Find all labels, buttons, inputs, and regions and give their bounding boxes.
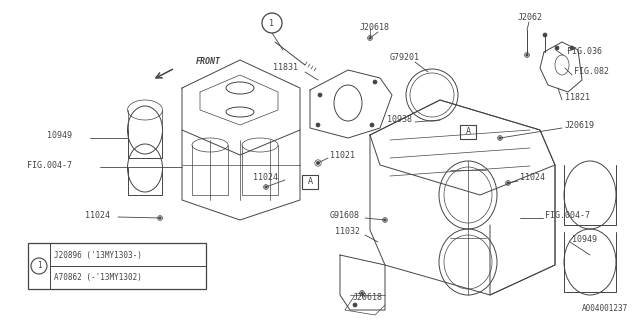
Circle shape xyxy=(361,292,364,294)
Text: A: A xyxy=(307,178,312,187)
Text: 1: 1 xyxy=(36,261,42,270)
Text: J20618: J20618 xyxy=(360,23,390,33)
Bar xyxy=(302,175,318,189)
Text: 11024: 11024 xyxy=(85,211,110,220)
Circle shape xyxy=(570,46,574,50)
Text: J2062: J2062 xyxy=(518,13,543,22)
Text: FIG.004-7: FIG.004-7 xyxy=(545,211,590,220)
Bar xyxy=(28,243,206,289)
Circle shape xyxy=(507,182,509,184)
Circle shape xyxy=(373,80,377,84)
Text: A004001237: A004001237 xyxy=(582,304,628,313)
Text: J20619: J20619 xyxy=(565,121,595,130)
Bar xyxy=(460,125,476,139)
Text: 11831: 11831 xyxy=(273,63,298,73)
Text: J20618: J20618 xyxy=(353,293,383,302)
Text: FRONT: FRONT xyxy=(196,57,221,66)
Circle shape xyxy=(316,123,320,127)
Text: FIG.082: FIG.082 xyxy=(574,68,609,76)
Text: 10938: 10938 xyxy=(387,116,413,124)
Circle shape xyxy=(384,219,386,221)
Text: J20896 ('13MY1303-): J20896 ('13MY1303-) xyxy=(54,252,142,260)
Text: G91608: G91608 xyxy=(330,211,360,220)
Text: 1: 1 xyxy=(269,19,275,28)
Circle shape xyxy=(316,161,319,164)
Circle shape xyxy=(499,137,501,139)
Text: A: A xyxy=(465,127,470,137)
Text: 11024: 11024 xyxy=(253,173,278,182)
Text: 11032: 11032 xyxy=(335,228,360,236)
Circle shape xyxy=(369,37,371,39)
Text: FIG.036: FIG.036 xyxy=(567,47,602,57)
Text: 11021: 11021 xyxy=(330,150,355,159)
Text: 11821: 11821 xyxy=(565,92,590,101)
Text: G79201: G79201 xyxy=(390,53,420,62)
Text: 10949: 10949 xyxy=(47,131,72,140)
Text: 10949: 10949 xyxy=(572,236,597,244)
Circle shape xyxy=(526,54,528,56)
Circle shape xyxy=(370,123,374,127)
Text: A70862 (-'13MY1302): A70862 (-'13MY1302) xyxy=(54,273,142,282)
Circle shape xyxy=(265,186,268,188)
Circle shape xyxy=(543,33,547,37)
Text: 11024: 11024 xyxy=(520,173,545,182)
Circle shape xyxy=(159,217,161,219)
Circle shape xyxy=(353,303,357,307)
Circle shape xyxy=(318,93,322,97)
Circle shape xyxy=(555,46,559,50)
Text: FIG.004-7: FIG.004-7 xyxy=(27,161,72,170)
